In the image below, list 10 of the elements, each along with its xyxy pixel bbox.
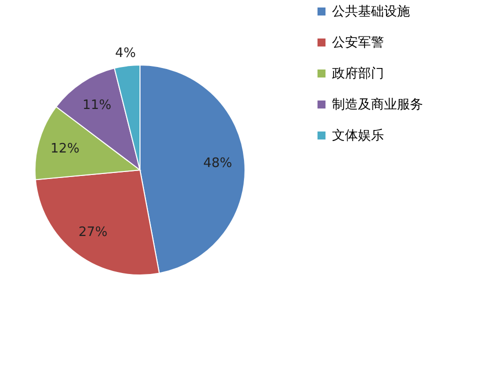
data-label: 11% — [82, 98, 112, 113]
legend-label: 公共基础设施 — [332, 4, 410, 20]
legend-label: 文体娱乐 — [332, 128, 384, 144]
legend-label: 制造及商业服务 — [332, 98, 423, 112]
data-label: 27% — [78, 225, 108, 240]
legend-label: 公安军警 — [332, 34, 384, 50]
data-label: 4% — [115, 46, 136, 61]
data-label: 12% — [50, 142, 80, 157]
data-label: 48% — [203, 156, 232, 171]
legend-label: 政府部门 — [332, 66, 384, 82]
